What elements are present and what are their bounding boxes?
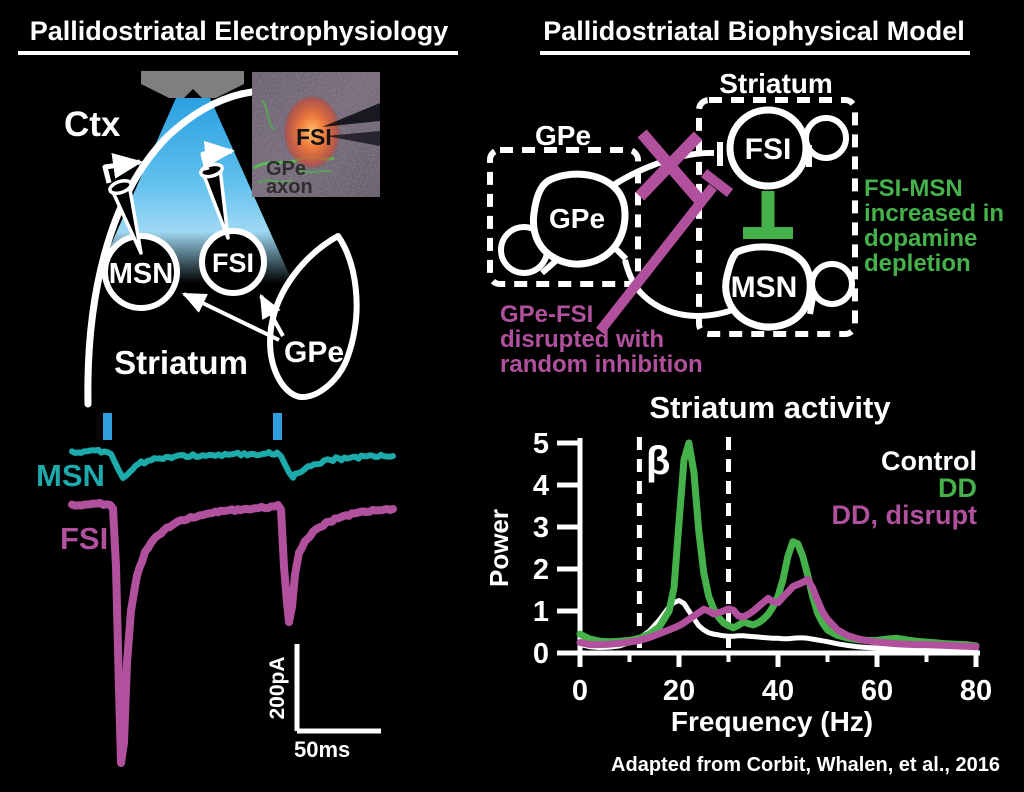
- msn-trace-label: MSN: [36, 458, 105, 493]
- y-axis-label: Power: [484, 509, 514, 587]
- gpe-axon-fiber: [257, 99, 333, 184]
- fsi-node: [726, 106, 810, 190]
- gpe-region-shape: [267, 233, 360, 400]
- stimulus-tick: [103, 413, 112, 440]
- gpe-region-label: GPe: [284, 336, 344, 369]
- right-panel: Pallidostriatal Biophysical Model GPe St…: [484, 16, 1004, 776]
- scale-bar-horizontal-label: 50ms: [294, 737, 350, 762]
- inset-fsi-label: FSI: [296, 124, 332, 150]
- y-tick-label: 3: [533, 512, 549, 544]
- fsi-cell-body: [284, 96, 340, 168]
- random-inhibition-line: [596, 183, 717, 335]
- msn-self-loop: [809, 261, 855, 307]
- gpe-dashed-box: [487, 147, 641, 287]
- svg-text:random inhibition: random inhibition: [500, 351, 703, 378]
- msn-cell: [102, 233, 180, 311]
- plot-title: Striatum activity: [649, 390, 891, 425]
- svg-text:disrupted with: disrupted with: [500, 326, 664, 353]
- fsi-trace: [68, 499, 397, 767]
- gpe-node: [529, 170, 629, 268]
- fsi-cell-label: FSI: [212, 248, 254, 278]
- striatum-box-label: Striatum: [719, 68, 833, 99]
- gpe-to-msn-projection: [181, 292, 280, 342]
- fsi-msn-annotation: FSI-MSN increased in dopamine depletion: [864, 175, 1004, 277]
- msn-node: [722, 243, 814, 331]
- svg-text:FSI-MSN: FSI-MSN: [864, 175, 963, 202]
- striatum-dashed-box: [696, 97, 858, 337]
- y-tick-label: 0: [533, 638, 549, 670]
- x-tick-label: 0: [572, 675, 588, 707]
- pipette-shadow: [322, 103, 380, 127]
- msn-self-loop-tbar: [807, 291, 817, 315]
- y-tick-label: 1: [533, 596, 549, 628]
- scale-bar-vertical-label: 200pA: [266, 656, 289, 719]
- svg-text:depletion: depletion: [864, 250, 971, 277]
- x-axis-label: Frequency (Hz): [671, 706, 873, 737]
- svg-text:dopamine: dopamine: [864, 225, 977, 252]
- y-tick-label: 4: [533, 470, 549, 502]
- inset-axon-label: axon: [266, 176, 313, 198]
- y-tick-label: 5: [533, 428, 549, 460]
- left-panel-title: Pallidostriatal Electrophysiology: [30, 16, 449, 46]
- objective-lens: [141, 71, 244, 98]
- series-DD, disrupt: [576, 576, 980, 651]
- gpe-to-fsi-projection: [259, 293, 285, 337]
- fsi-node-label: FSI: [745, 133, 792, 166]
- inset-gpe-label: GPe: [266, 158, 306, 180]
- svg-text:increased in: increased in: [864, 200, 1004, 227]
- x-tick-label: 80: [960, 675, 992, 707]
- legend-control: Control: [881, 446, 977, 476]
- ctx-label: Ctx: [64, 105, 121, 144]
- svg-text:GPe-FSI: GPe-FSI: [500, 301, 593, 328]
- striatum-activity-plot: Striatum activity Power Frequency (Hz) β…: [484, 390, 992, 737]
- x-tick-label: 40: [762, 675, 794, 707]
- gpe-fsi-annotation: GPe-FSI disrupted with random inhibition: [500, 301, 703, 378]
- striatum-region-label: Striatum: [114, 344, 248, 381]
- beta-label: β: [646, 439, 670, 483]
- pipette-shadow: [326, 131, 380, 146]
- right-panel-title: Pallidostriatal Biophysical Model: [543, 16, 965, 46]
- record-arrow-msn: [102, 152, 143, 184]
- stimulus-marks: [103, 413, 282, 440]
- scale-bar: 200pA 50ms: [266, 644, 381, 762]
- msn-cell-label: MSN: [109, 258, 173, 290]
- stimulus-tick: [273, 413, 282, 440]
- random-inhibition-tbar: [700, 169, 734, 197]
- legend-dd: DD: [938, 473, 977, 503]
- legend-dd-disrupt: DD, disrupt: [832, 500, 978, 530]
- left-panel: Pallidostriatal Electrophysiology Ctx FS…: [18, 16, 458, 767]
- disrupted-connection-x: [635, 129, 705, 205]
- gpe-node-label: GPe: [549, 203, 605, 234]
- citation: Adapted from Corbit, Whalen, et al., 201…: [611, 754, 1000, 776]
- msn-trace: [69, 446, 396, 481]
- y-tick-label: 2: [533, 554, 549, 586]
- beta-band-lines: [636, 437, 731, 651]
- record-arrow-fsi: [200, 140, 235, 171]
- fsi-trace-label: FSI: [60, 521, 108, 556]
- x-tick-label: 20: [663, 675, 695, 707]
- micrograph-inset: FSI GPe axon: [252, 72, 380, 198]
- x-tick-label: 60: [861, 675, 893, 707]
- fsi-cell: [199, 228, 267, 296]
- plot-series: [576, 439, 980, 652]
- plot-axes: 0 1 2 3 4 5 0 20 40 60 80: [533, 428, 992, 707]
- plot-legend: Control DD DD, disrupt: [832, 446, 978, 530]
- gpe-box-label: GPe: [535, 120, 591, 151]
- msn-to-gpe-connection: [622, 259, 740, 319]
- msn-node-label: MSN: [731, 271, 798, 304]
- recording-pipette-msn: [108, 179, 143, 255]
